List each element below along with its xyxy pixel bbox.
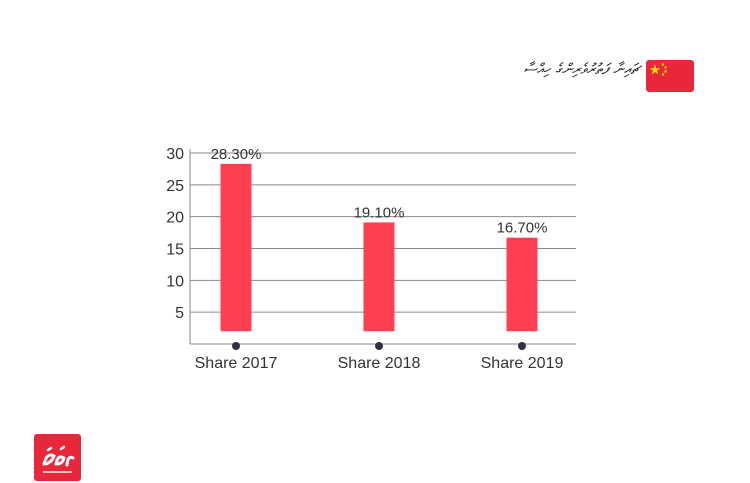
chart-title: ޗައިނާ ފަތުރުވެރިންގެ ހިއްސާ: [523, 60, 640, 78]
y-tick-label: 20: [166, 210, 184, 227]
category-marker: [232, 342, 240, 350]
x-category-label: Share 2017: [195, 355, 278, 372]
y-tick-label: 25: [166, 178, 184, 195]
bar: [506, 237, 538, 332]
china-flag-icon: [646, 60, 694, 92]
y-tick-label: 15: [166, 242, 184, 259]
bar: [363, 222, 395, 332]
brand-logo-icon: [34, 434, 81, 481]
x-category-label: Share 2019: [481, 355, 564, 372]
x-category-label: Share 2018: [338, 355, 421, 372]
y-tick-label: 30: [166, 146, 184, 163]
y-tick-label: 10: [166, 273, 184, 290]
category-marker: [518, 342, 526, 350]
bar-value-label: 16.70%: [497, 220, 548, 237]
category-marker: [375, 342, 383, 350]
y-tick-label: 5: [175, 305, 184, 322]
bar: [220, 163, 252, 332]
bar-value-label: 28.30%: [211, 146, 262, 163]
bar-value-label: 19.10%: [354, 204, 405, 221]
